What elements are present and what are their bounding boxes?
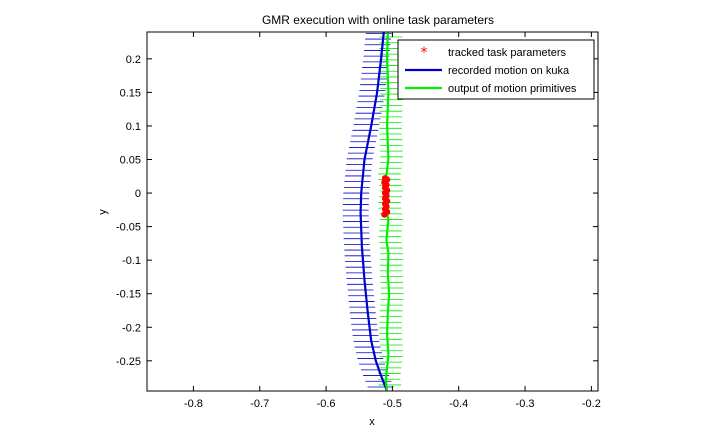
y-tick-label: -0.05 xyxy=(116,222,141,234)
x-tick-label: -0.4 xyxy=(449,398,468,410)
y-tick-label: -0.25 xyxy=(116,356,141,368)
recorded-motion-line xyxy=(359,32,389,391)
x-tick-label: -0.3 xyxy=(516,398,535,410)
chart-title: GMR execution with online task parameter… xyxy=(262,13,494,27)
legend-marker-icon: * xyxy=(421,45,428,61)
legend-entry-motion-primitives: output of motion primitives xyxy=(448,83,577,95)
y-tick-label: 0.15 xyxy=(120,87,141,99)
axes-box xyxy=(146,31,599,392)
legend-entry-tracked-task-parameters: tracked task parameters xyxy=(448,47,566,59)
y-tick-label: -0.2 xyxy=(122,322,141,334)
y-tick-label: -0.1 xyxy=(122,255,141,267)
x-axis-title: x xyxy=(369,416,375,428)
ticks-layer: -0.8 -0.7 -0.6 -0.5 -0.4 -0.3 -0.2 0.2 0.15 0.1 0.… xyxy=(116,32,601,410)
series-layer xyxy=(359,32,391,391)
legend-entry-recorded-motion: recorded motion on kuka xyxy=(448,65,570,77)
motion-primitives-line xyxy=(384,32,391,391)
plot-area: -0.8 -0.7 -0.6 -0.5 -0.4 -0.3 -0.2 0.2 0.15 0.1 0.… xyxy=(116,31,601,410)
x-tick-label: -0.7 xyxy=(250,398,269,410)
x-tick-label: -0.5 xyxy=(383,398,402,410)
y-axis-title: y xyxy=(97,209,109,215)
quiver-layer xyxy=(342,32,404,388)
y-tick-label: 0.05 xyxy=(120,154,141,166)
y-tick-label: 0 xyxy=(135,188,141,200)
y-tick-label: -0.15 xyxy=(116,289,141,301)
y-tick-label: 0.2 xyxy=(126,54,141,66)
y-tick-label: 0.1 xyxy=(126,121,141,133)
x-tick-label: -0.8 xyxy=(184,398,203,410)
x-tick-label: -0.6 xyxy=(317,398,336,410)
task-parameter-marker xyxy=(381,211,388,218)
legend: * tracked task parameters recorded motion … xyxy=(397,39,595,100)
x-tick-label: -0.2 xyxy=(582,398,601,410)
